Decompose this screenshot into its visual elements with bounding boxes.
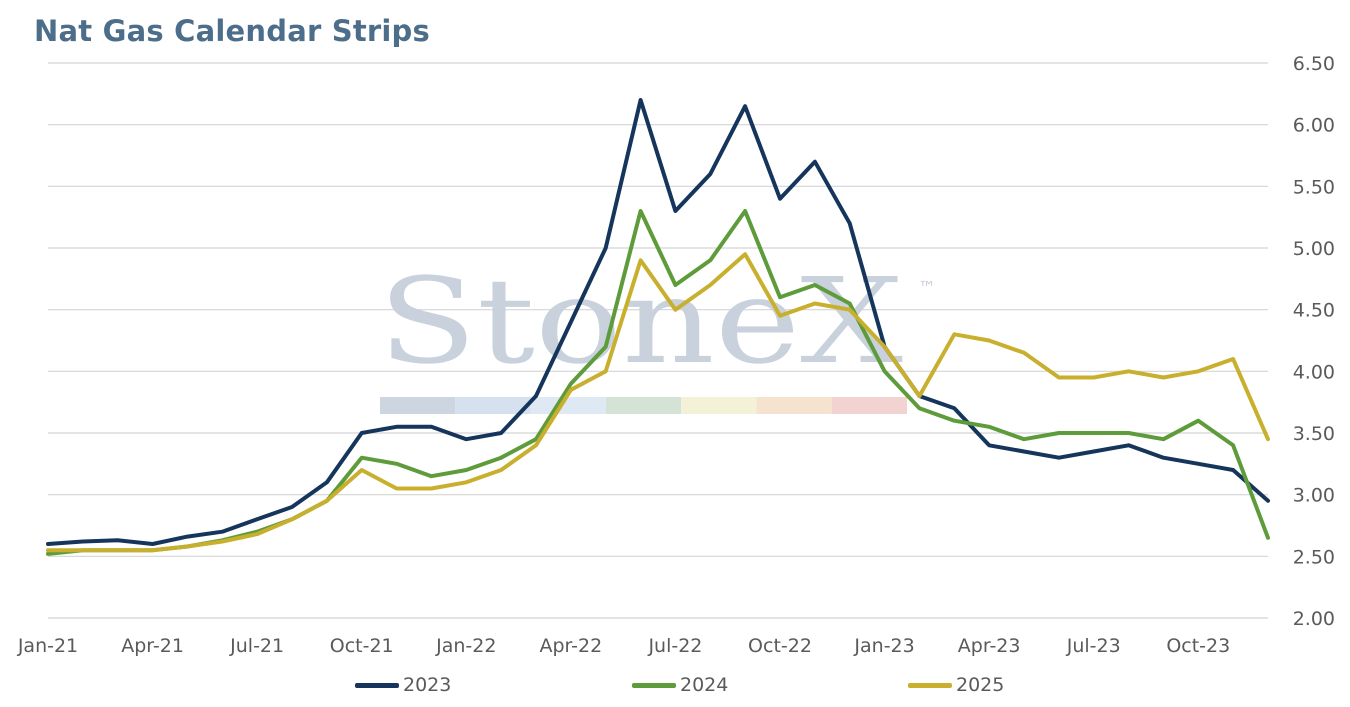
x-tick-label: Jan-22 bbox=[435, 635, 496, 657]
y-tick-label: 3.50 bbox=[1293, 423, 1335, 445]
x-tick-label: Jul-21 bbox=[229, 635, 284, 657]
legend-swatch bbox=[355, 682, 399, 688]
x-tick-label: Apr-23 bbox=[958, 635, 1021, 657]
x-tick-label: Apr-21 bbox=[121, 635, 184, 657]
y-tick-label: 3.00 bbox=[1293, 485, 1335, 507]
watermark-band bbox=[681, 397, 757, 414]
y-tick-label: 4.50 bbox=[1293, 300, 1335, 322]
legend-label: 2023 bbox=[403, 674, 452, 696]
y-tick-label: 5.50 bbox=[1293, 176, 1335, 198]
y-tick-label: 2.00 bbox=[1293, 608, 1335, 630]
legend-label: 2025 bbox=[956, 674, 1005, 696]
chart-title: Nat Gas Calendar Strips bbox=[34, 14, 430, 48]
y-tick-label: 6.50 bbox=[1293, 53, 1335, 75]
x-tick-label: Apr-22 bbox=[540, 635, 603, 657]
watermark-band bbox=[380, 397, 456, 414]
x-tick-label: Jul-22 bbox=[647, 635, 702, 657]
legend-swatch bbox=[908, 682, 952, 688]
watermark-text: StoneX bbox=[378, 252, 903, 390]
watermark-trademark: ™ bbox=[918, 278, 936, 299]
series-line-2025 bbox=[46, 252, 1270, 553]
legend-label: 2024 bbox=[680, 674, 729, 696]
legend: 2023 2024 2025 bbox=[0, 674, 1350, 700]
y-tick-label: 4.00 bbox=[1293, 361, 1335, 383]
x-tick-labels: Jan-21 Apr-21 Jul-21 Oct-21 Jan-22 Apr-22 Jul-… bbox=[17, 635, 1230, 657]
x-tick-label: Jul-23 bbox=[1066, 635, 1121, 657]
series-line-2023 bbox=[46, 98, 1270, 546]
series-lines bbox=[46, 98, 1270, 556]
legend-item-2023: 2023 bbox=[355, 674, 451, 696]
watermark-band bbox=[530, 397, 606, 414]
x-tick-label: Jan-21 bbox=[17, 635, 78, 657]
stonex-watermark: StoneX ™ bbox=[378, 252, 936, 414]
x-tick-label: Jan-23 bbox=[853, 635, 914, 657]
legend-item-2024: 2024 bbox=[632, 674, 728, 696]
watermark-band bbox=[756, 397, 832, 414]
x-tick-label: Oct-23 bbox=[1166, 635, 1230, 657]
legend-swatch bbox=[632, 682, 676, 688]
watermark-band bbox=[455, 397, 531, 414]
y-tick-labels: 6.50 6.00 5.50 5.00 4.50 4.00 3.50 3.00 2.50 2.00 bbox=[1293, 53, 1335, 630]
x-tick-label: Oct-21 bbox=[330, 635, 394, 657]
y-tick-label: 2.50 bbox=[1293, 546, 1335, 568]
series-line-2024 bbox=[46, 209, 1270, 556]
y-tick-label: 6.00 bbox=[1293, 115, 1335, 137]
legend-item-2025: 2025 bbox=[908, 674, 1004, 696]
watermark-band bbox=[605, 397, 682, 414]
x-tick-label: Oct-22 bbox=[748, 635, 812, 657]
watermark-band bbox=[831, 397, 907, 414]
y-tick-label: 5.00 bbox=[1293, 238, 1335, 260]
